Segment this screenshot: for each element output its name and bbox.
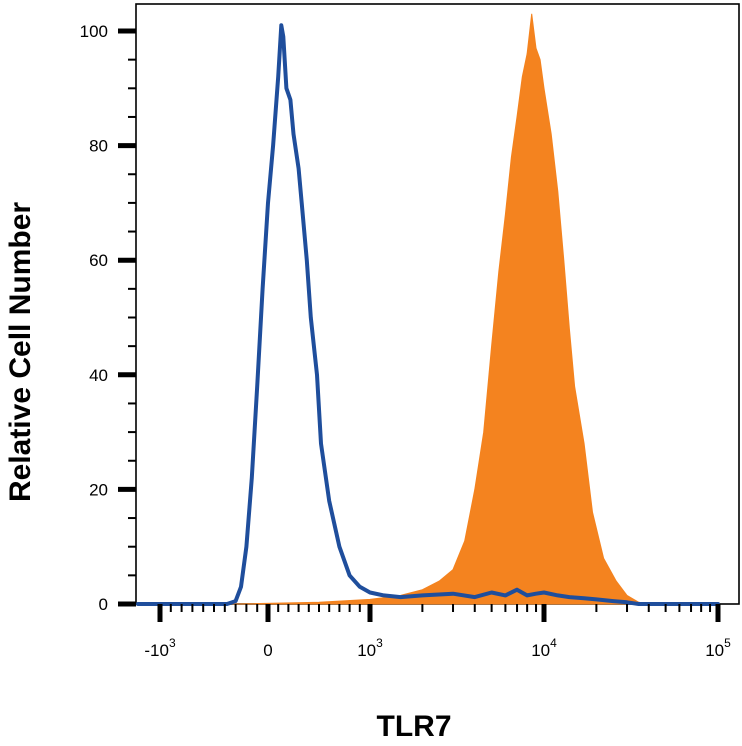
plot-area-frame (135, 3, 740, 605)
y-tick-label: 60 (89, 251, 108, 270)
series-layer (136, 13, 720, 606)
x-tick-label: -103 (144, 636, 176, 660)
y-tick-label: 40 (89, 366, 108, 385)
y-tick-label: 100 (80, 22, 108, 41)
y-tick-label: 0 (99, 595, 108, 614)
y-axis-title: Relative Cell Number (4, 202, 37, 502)
histogram-series-filled-0 (138, 13, 718, 605)
y-tick-label: 20 (89, 480, 108, 499)
y-axis: 0 20 40 60 80 100 (80, 22, 136, 614)
y-tick-label: 80 (89, 137, 108, 156)
x-tick-label: 103 (357, 636, 383, 660)
x-tick-label: 0 (263, 641, 272, 660)
x-tick-label: 104 (531, 636, 557, 660)
x-axis: -103 0 103 104 105 (144, 604, 731, 660)
histogram-series-line-1 (136, 23, 720, 606)
x-axis-title: TLR7 (377, 710, 452, 743)
x-tick-label: 105 (705, 636, 731, 660)
